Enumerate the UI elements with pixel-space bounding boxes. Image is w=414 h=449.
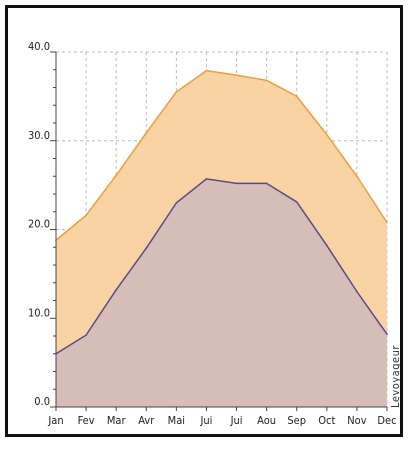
chart-frame: 0.0 10.0 20.0 30.0 40.0 Jan Fev Mar Avr Mai Jui Ju…	[5, 5, 403, 437]
series-point-1-5	[205, 178, 208, 180]
y-tick-label-2: 20.0	[28, 218, 50, 231]
series-point-1-2	[115, 289, 117, 291]
series-point-1-6	[235, 182, 238, 185]
series-point-0-5	[205, 69, 208, 72]
y-tick-label-3: 30.0	[28, 129, 50, 142]
watermark: Levoyageur	[389, 345, 400, 408]
series-point-0-11	[386, 221, 388, 224]
series-point-1-3	[145, 247, 148, 249]
x-tick-label-5: Jui	[199, 414, 212, 427]
x-tick-label-4: Mai	[168, 414, 185, 427]
x-tick-label-8: Sep	[287, 414, 306, 427]
x-tick-label-0: Jan	[47, 414, 63, 427]
series-areas	[55, 69, 388, 407]
series-point-0-1	[85, 214, 87, 217]
x-tick-label-3: Avr	[138, 414, 155, 427]
x-tick-label-7: Aou	[257, 414, 276, 427]
axes	[50, 51, 388, 411]
series-point-0-8	[295, 95, 298, 98]
series-point-1-11	[386, 333, 388, 336]
y-tick-label-1: 10.0	[28, 306, 50, 319]
series-point-1-1	[85, 334, 87, 336]
series-point-0-6	[235, 74, 238, 76]
x-tick-label-10: Nov	[347, 414, 366, 427]
x-tick-label-1: Fev	[78, 414, 95, 427]
x-tick-label-6: Jui	[230, 414, 243, 427]
series-line-1	[55, 178, 388, 355]
x-tick-label-11: Dec	[377, 414, 396, 427]
y-tick-label-4: 40.0	[28, 40, 50, 53]
series-line-0	[55, 69, 388, 241]
series-point-0-3	[145, 131, 148, 134]
series-point-1-7	[265, 182, 268, 185]
series-point-1-10	[356, 290, 358, 293]
series-point-1-4	[175, 202, 178, 204]
series-point-0-9	[326, 133, 328, 136]
series-point-1-8	[295, 201, 298, 203]
series-point-0-2	[115, 174, 117, 177]
x-tick-labels: Jan Fev Mar Avr Mai Jui Jui Aou Sep Oct Nov Dec	[47, 414, 396, 427]
y-tick-labels: 0.0 10.0 20.0 30.0 40.0	[28, 40, 50, 408]
series-point-1-9	[326, 244, 328, 247]
temperature-area-chart: 0.0 10.0 20.0 30.0 40.0 Jan Fev Mar Avr Mai Jui Ju…	[28, 40, 400, 427]
x-tick-label-9: Oct	[318, 414, 335, 427]
y-tick-label-0: 0.0	[34, 395, 50, 408]
series-point-0-10	[356, 175, 358, 178]
series-area-1	[56, 178, 387, 407]
series-point-0-4	[175, 91, 178, 93]
x-tick-label-2: Mar	[107, 414, 127, 427]
series-point-0-7	[265, 79, 268, 82]
